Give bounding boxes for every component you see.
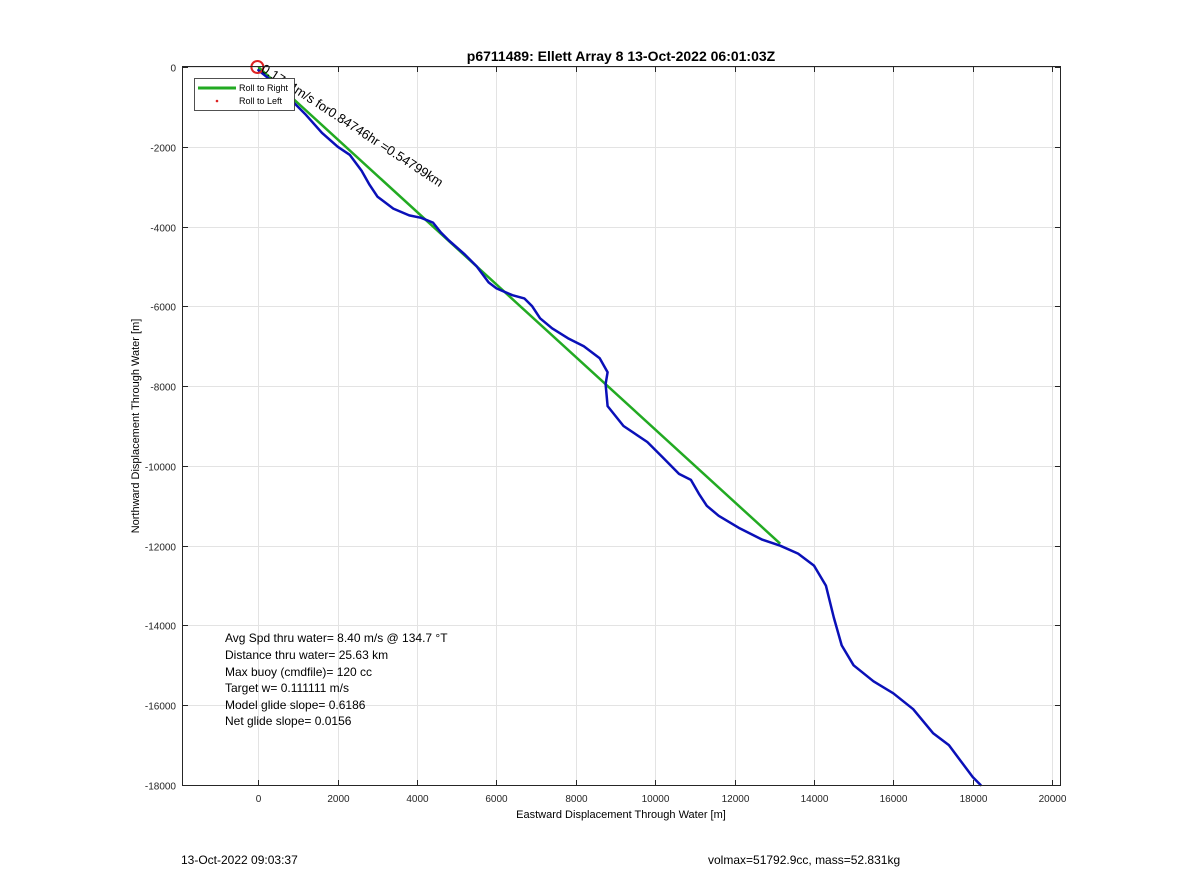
x-tick-label: 18000 <box>960 794 988 805</box>
x-tick-label: 6000 <box>485 794 508 805</box>
y-tick-label: -2000 <box>150 144 176 155</box>
y-tick-label: 0 <box>170 64 176 75</box>
x-tick-label: 20000 <box>1039 794 1067 805</box>
y-tick-label: -6000 <box>150 303 176 314</box>
stat-distance: Distance thru water= 25.63 km <box>225 648 388 662</box>
x-tick-label: 12000 <box>722 794 750 805</box>
x-tick-label: 0 <box>256 794 262 805</box>
x-tick-label: 16000 <box>880 794 908 805</box>
y-tick-label: -10000 <box>145 463 177 474</box>
y-axis-label: Northward Displacement Through Water [m] <box>130 319 142 534</box>
y-tick-label: -12000 <box>145 543 177 554</box>
legend-marker-left <box>215 99 219 103</box>
x-tick-label: 8000 <box>565 794 588 805</box>
x-tick-label: 2000 <box>327 794 350 805</box>
series-line-track <box>257 68 982 787</box>
y-tick-label: -4000 <box>150 224 176 235</box>
y-tick-label: -16000 <box>145 702 177 713</box>
x-axis-label: Eastward Displacement Through Water [m] <box>516 809 726 821</box>
series-line-model <box>257 66 782 545</box>
y-tick-label: -14000 <box>145 622 177 633</box>
stat-max-buoy: Max buoy (cmdfile)= 120 cc <box>225 665 372 679</box>
stats-block: Avg Spd thru water= 8.40 m/s @ 134.7 °T … <box>225 631 448 728</box>
grid <box>183 67 1060 786</box>
legend-label-right: Roll to Right <box>239 83 289 93</box>
legend: Roll to Right Roll to Left <box>194 78 295 111</box>
volmax-mass: volmax=51792.9cc, mass=52.831kg <box>708 853 901 867</box>
y-tick-label: -18000 <box>145 782 177 793</box>
x-tick-label: 14000 <box>801 794 829 805</box>
stat-model-glide: Model glide slope= 0.6186 <box>225 698 366 712</box>
chart-title: p6711489: Ellett Array 8 13-Oct-2022 06:… <box>467 48 776 64</box>
timestamp: 13-Oct-2022 09:03:37 <box>181 853 298 867</box>
legend-box <box>194 78 295 111</box>
x-tick-label: 4000 <box>406 794 429 805</box>
stat-avg-speed: Avg Spd thru water= 8.40 m/s @ 134.7 °T <box>225 631 448 645</box>
x-tick-label: 10000 <box>642 794 670 805</box>
axes-box <box>182 66 1061 786</box>
y-tick-label: -8000 <box>150 383 176 394</box>
legend-label-left: Roll to Left <box>239 96 283 106</box>
stat-target-w: Target w= 0.111111 m/s <box>225 681 349 695</box>
stat-net-glide: Net glide slope= 0.0156 <box>225 714 352 728</box>
series-layer <box>257 66 982 787</box>
